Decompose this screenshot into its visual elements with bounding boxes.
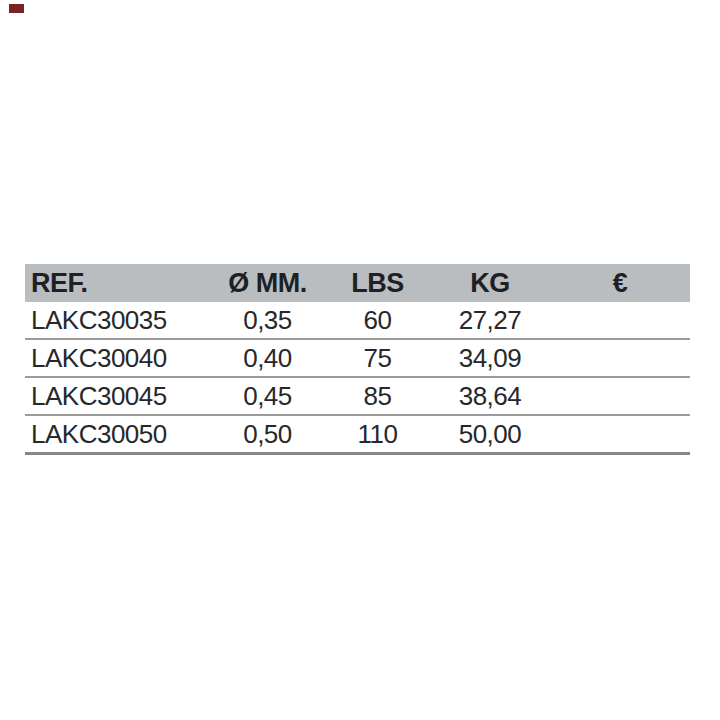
table-row: LAKC30040 0,40 75 34,09	[25, 339, 690, 377]
table-row: LAKC30045 0,45 85 38,64	[25, 377, 690, 415]
cell-kg: 38,64	[430, 377, 550, 415]
cell-diameter-mm: 0,45	[210, 377, 325, 415]
cell-ref: LAKC30050	[25, 415, 210, 454]
header-price-eur: €	[550, 264, 690, 302]
cell-ref: LAKC30040	[25, 339, 210, 377]
cell-lbs: 75	[325, 339, 430, 377]
header-diameter-mm: Ø MM.	[210, 264, 325, 302]
cell-price-eur	[550, 302, 690, 339]
product-spec-table: REF. Ø MM. LBS KG € LAKC30035 0,35 60 27…	[25, 264, 690, 455]
cell-lbs: 110	[325, 415, 430, 454]
cell-diameter-mm: 0,50	[210, 415, 325, 454]
cell-ref: LAKC30035	[25, 302, 210, 339]
header-lbs: LBS	[325, 264, 430, 302]
cell-kg: 34,09	[430, 339, 550, 377]
cell-lbs: 60	[325, 302, 430, 339]
cell-lbs: 85	[325, 377, 430, 415]
cell-diameter-mm: 0,35	[210, 302, 325, 339]
cell-price-eur	[550, 339, 690, 377]
table-row: LAKC30035 0,35 60 27,27	[25, 302, 690, 339]
cell-kg: 50,00	[430, 415, 550, 454]
cell-kg: 27,27	[430, 302, 550, 339]
table-row: LAKC30050 0,50 110 50,00	[25, 415, 690, 454]
cell-price-eur	[550, 415, 690, 454]
table-header-row: REF. Ø MM. LBS KG €	[25, 264, 690, 302]
cell-diameter-mm: 0,40	[210, 339, 325, 377]
header-ref: REF.	[25, 264, 210, 302]
cell-price-eur	[550, 377, 690, 415]
header-kg: KG	[430, 264, 550, 302]
corner-mark	[9, 4, 24, 13]
cell-ref: LAKC30045	[25, 377, 210, 415]
